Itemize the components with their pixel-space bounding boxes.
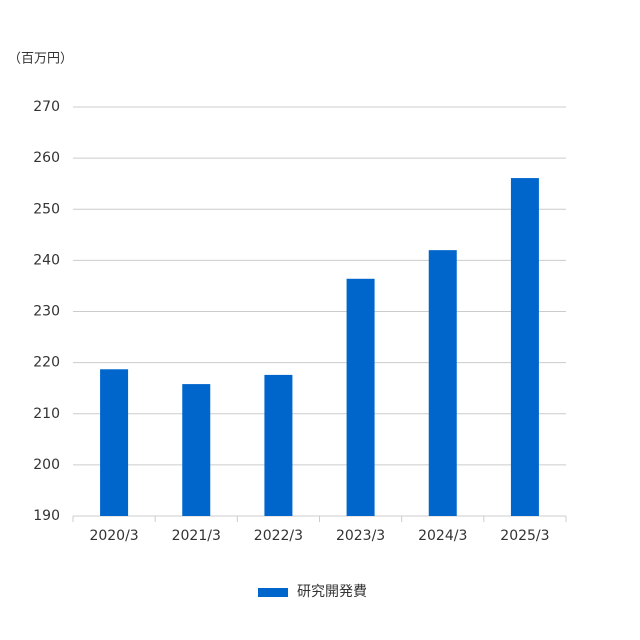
x-tick-label: 2022/3 [254,528,303,544]
x-tick-label: 2024/3 [418,528,467,544]
x-tick-label: 2021/3 [172,528,221,544]
bar [100,369,129,516]
legend-label: 研究開発費 [297,584,367,600]
x-tick-label: 2023/3 [336,528,385,544]
bar [428,250,457,516]
y-tick-label: 230 [33,304,60,320]
y-tick-label: 260 [33,150,60,166]
bar [182,384,211,516]
y-tick-label: 200 [33,457,60,473]
bar [346,278,375,516]
x-tick-label: 2025/3 [500,528,549,544]
x-tick-label: 2020/3 [89,528,138,544]
legend-swatch [258,588,288,597]
y-tick-label: 240 [33,252,60,268]
y-tick-label: 270 [33,99,60,115]
bar [264,374,293,516]
y-axis-unit: （百万円） [8,52,73,67]
y-tick-label: 250 [33,201,60,217]
bar [510,178,539,516]
y-tick-label: 210 [33,406,60,422]
y-tick-label: 190 [33,508,60,524]
y-tick-label: 220 [33,355,60,371]
